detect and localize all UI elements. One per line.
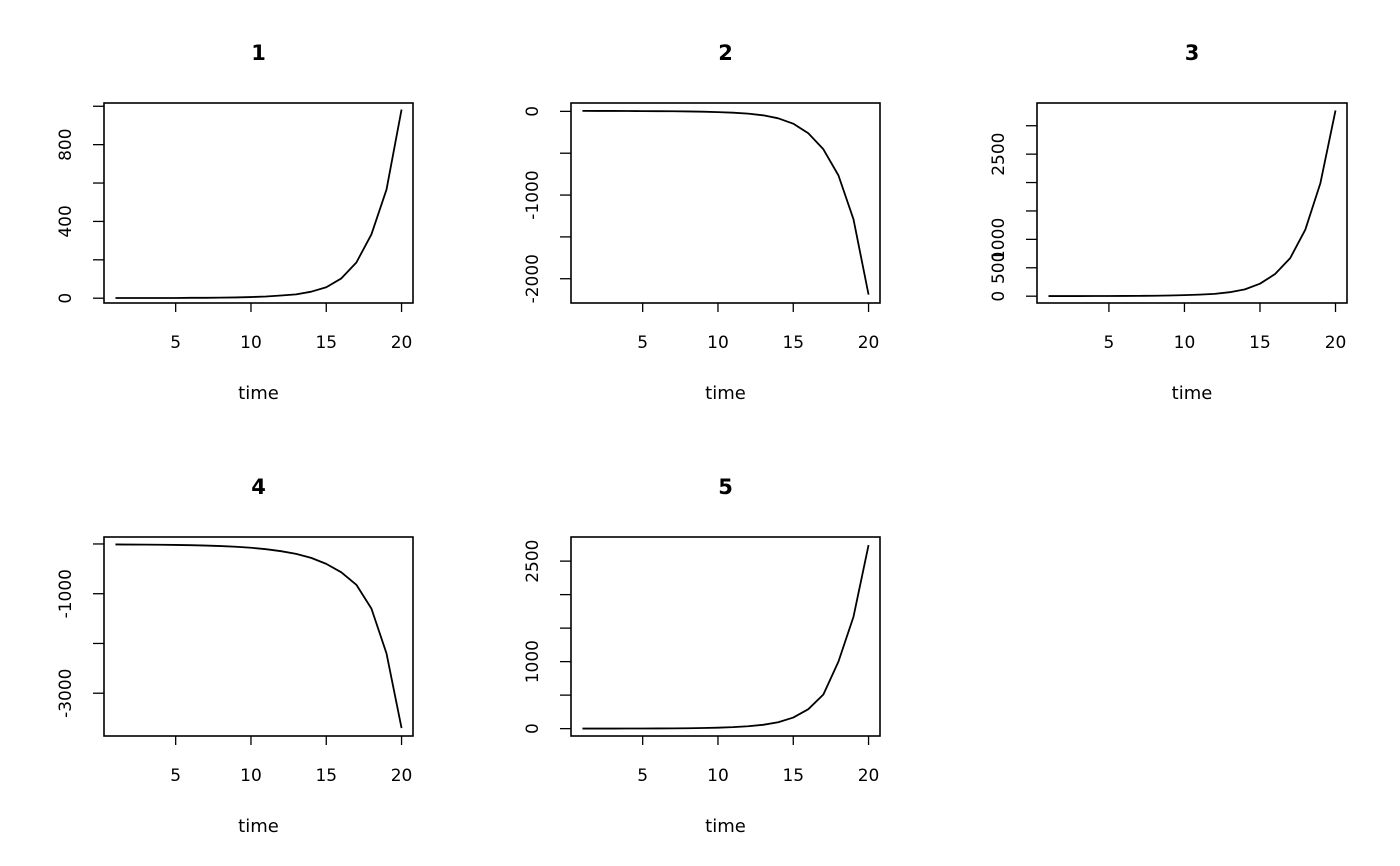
x-tick-label: 15 [315, 766, 337, 786]
x-tick-label: 20 [391, 766, 413, 786]
chart-title: 3 [1185, 41, 1200, 65]
y-tick-label: 800 [56, 128, 76, 160]
series-line [582, 544, 870, 730]
chart-title: 2 [718, 41, 733, 65]
y-tick-label: 0 [523, 723, 543, 734]
chart-title: 4 [251, 475, 266, 499]
x-tick-label: 20 [858, 766, 880, 786]
chart-title: 5 [718, 475, 733, 499]
y-tick-label: -1000 [523, 170, 543, 219]
y-tick-label: 0 [56, 293, 76, 304]
series-line [582, 109, 870, 295]
x-tick-label: 5 [170, 766, 181, 786]
plot-frame [103, 536, 414, 737]
plot-frame [570, 102, 881, 304]
y-tick-label: 2500 [989, 133, 1009, 176]
plot-frame [1036, 102, 1348, 304]
plot-frame [570, 536, 881, 737]
chart-panel-5: 5 5 10 15 20 time 0 1000 2500 [523, 475, 881, 837]
x-tick-label: 15 [782, 333, 804, 353]
y-tick-label: 1000 [523, 640, 543, 683]
x-tick-label: 15 [782, 766, 804, 786]
y-tick-label: -2000 [523, 254, 543, 303]
plot-frame [103, 102, 414, 304]
x-tick-label: 20 [391, 333, 413, 353]
y-tick-label: 0 [523, 106, 543, 117]
x-tick-label: 5 [637, 766, 648, 786]
y-tick-label: 1000 [989, 218, 1009, 261]
y-tick-label: 500 [989, 252, 1009, 284]
series-line [115, 109, 403, 299]
x-tick-label: 10 [1174, 333, 1196, 353]
x-tick-label: 20 [858, 333, 880, 353]
x-tick-label: 10 [707, 333, 729, 353]
x-tick-label: 5 [637, 333, 648, 353]
x-tick-label: 5 [1103, 333, 1114, 353]
x-axis-label: time [238, 383, 279, 404]
x-tick-label: 10 [240, 766, 262, 786]
x-tick-label: 20 [1325, 333, 1347, 353]
chart-title: 1 [251, 41, 266, 65]
y-tick-label: 400 [56, 205, 76, 237]
x-axis-label: time [238, 816, 279, 837]
x-axis-label: time [705, 383, 746, 404]
y-tick-label: 2500 [523, 539, 543, 582]
x-axis-label: time [1172, 383, 1213, 404]
x-tick-label: 15 [1249, 333, 1271, 353]
chart-panel-4: 4 5 10 15 20 time -1000 -3000 [56, 475, 414, 837]
x-tick-label: 5 [170, 333, 181, 353]
y-tick-label: -3000 [56, 669, 76, 718]
x-axis-label: time [705, 816, 746, 837]
y-tick-label: -1000 [56, 569, 76, 618]
x-tick-label: 10 [707, 766, 729, 786]
series-line [1048, 110, 1337, 297]
y-tick-label: 0 [989, 291, 1009, 302]
series-line [115, 543, 403, 729]
chart-panel-2: 2 5 10 15 20 time 0 -1000 -2000 [523, 41, 881, 404]
x-tick-label: 10 [240, 333, 262, 353]
x-tick-label: 15 [315, 333, 337, 353]
